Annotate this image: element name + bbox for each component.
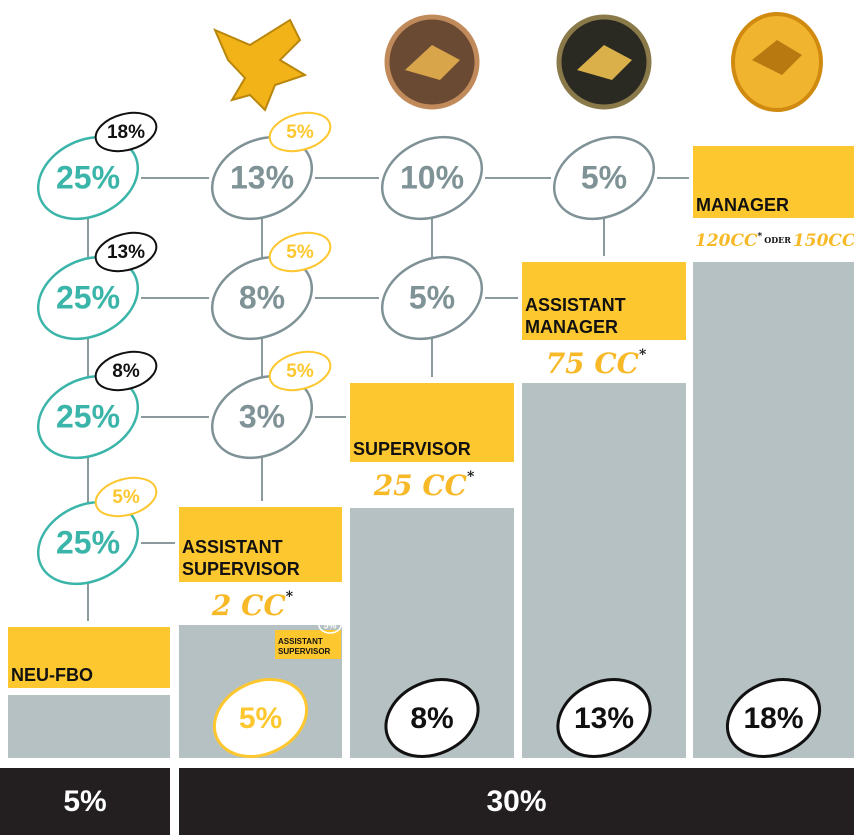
eagle-icon [215,20,305,110]
percent: 8% [239,279,285,315]
badge-percent: 5% [323,620,336,630]
level-title: MANAGER [525,317,618,337]
medal-manager [733,14,821,110]
bonus-percent: 18% [743,702,803,735]
requirement: 2 CC* [211,589,294,622]
requirement-value: 120CC [695,231,758,251]
requirement: 25 CC* [373,469,475,502]
requirement-value: 25 CC [373,469,468,502]
level-title: ASSISTANT [182,537,283,557]
level-title: SUPERVISOR [182,559,300,579]
percent: 5% [409,279,455,315]
tag-percent: 8% [112,361,140,382]
percent: 5% [581,159,627,195]
level-title: MANAGER [696,195,789,215]
tag-percent: 5% [286,242,314,263]
requirement-value: 75 CC [546,347,640,380]
level-title: NEU-FBO [11,665,93,685]
percent: 13% [230,159,294,195]
level-column [8,695,170,758]
percent: 3% [239,398,285,434]
footnote-mark: * [758,232,763,242]
medal-assistant-manager [559,17,649,107]
footnote-mark: * [467,469,475,485]
badge-title: ASSISTANT [278,637,323,646]
requirement: 75 CC* [546,347,647,380]
tag-percent: 5% [286,361,314,382]
tag-percent: 5% [112,487,140,508]
requirement-alt: 150CC [793,231,854,251]
percent: 25% [56,398,120,434]
footnote-mark: * [639,347,647,363]
bonus-percent: 5% [239,702,282,735]
badge-title: SUPERVISOR [278,647,331,656]
tag-percent: 18% [107,122,145,143]
diagram: NEU-FBOASSISTANTSUPERVISOR2 CC*5%ASSISTA… [0,0,854,835]
tag-percent: 13% [107,242,145,263]
total-percent: 30% [486,785,546,818]
level-title: SUPERVISOR [353,439,471,459]
footnote-mark: * [286,589,294,605]
requirement-value: 2 CC [211,589,287,622]
level-title: ASSISTANT [525,295,626,315]
bonus-percent: 8% [410,702,453,735]
percent: 25% [56,524,120,560]
percent: 10% [400,159,464,195]
medal-supervisor [387,17,477,107]
total-percent: 5% [63,785,106,818]
or-word: ODER [764,235,791,245]
percent: 25% [56,279,120,315]
tag-percent: 5% [286,122,314,143]
bonus-percent: 13% [574,702,634,735]
percent: 25% [56,159,120,195]
